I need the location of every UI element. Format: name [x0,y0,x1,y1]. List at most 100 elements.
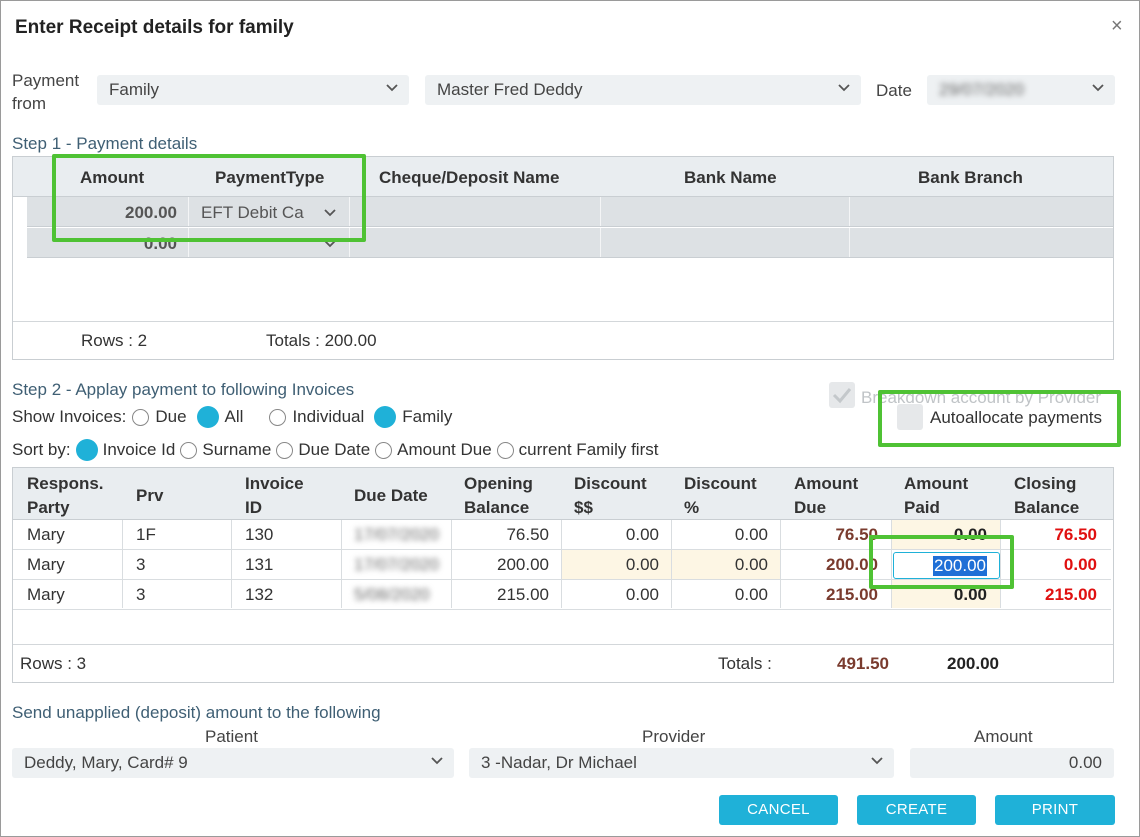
date-select[interactable]: 29/07/2020 [927,75,1115,105]
chevron-down-icon[interactable] [323,204,337,224]
col-bank-name: Bank Name [684,168,777,187]
chevron-down-icon [837,80,851,94]
col-payment-type: PaymentType [215,168,325,187]
col-bank-branch: Bank Branch [918,168,1023,187]
patient-select[interactable]: Deddy, Mary, Card# 9 [12,748,454,778]
provider-label: Provider [642,727,706,746]
invoice-row[interactable]: Mary 3 132 5/08/2020 215.00 0.00 0.00 21… [13,580,1111,610]
payment-from-label-line1: Payment [12,71,80,90]
invoice-row[interactable]: Mary 3 131 17/07/2020 200.00 0.00 0.00 2… [13,550,1111,580]
col-closing-balance: Closing Balance [1014,474,1080,517]
amount-paid-input[interactable]: 200.00 [893,552,1000,579]
invoices-totals-label: Totals : [718,654,772,673]
cell-party: Mary [27,585,65,604]
radio-sort-surname[interactable] [180,441,198,459]
payment-from-label: Payment from [12,69,79,115]
payment-from-label-line2: from [12,94,46,113]
payment-amount[interactable]: 0.00 [143,234,177,253]
cell-due-date: 17/07/2020 [354,555,440,574]
cell-amount-due: 76.50 [835,525,878,544]
col-opening-balance: Opening Balance [464,474,533,517]
cell-closing: 0.00 [1063,555,1097,574]
autoallocate-label: Autoallocate payments [930,408,1102,427]
radio-all[interactable] [196,406,219,428]
cell-opening: 200.00 [497,555,549,574]
payment-row[interactable]: 0.00 [27,228,1113,258]
cell-prv: 3 [136,585,146,604]
invoices-rows-count: Rows : 3 [20,654,87,673]
radio-sort-amount-due[interactable] [375,441,393,459]
radio-family[interactable] [374,406,397,428]
col-respons-party: Respons. Party [27,474,104,517]
step2-label: Step 2 - Applay payment to following Inv… [12,380,355,399]
amount-value: 0.00 [1068,753,1102,772]
cell-discount-percent[interactable]: 0.00 [734,585,768,604]
col-cheque-name: Cheque/Deposit Name [379,168,560,187]
chevron-down-icon[interactable] [323,235,337,255]
payment-amount[interactable]: 200.00 [125,203,177,222]
amount-paid-selected-text: 200.00 [933,556,987,576]
date-value: 29/07/2020 [939,80,1025,99]
cell-discount-percent[interactable]: 0.00 [734,555,768,574]
invoice-row[interactable]: Mary 1F 130 17/07/2020 76.50 0.00 0.00 7… [13,520,1111,550]
chevron-down-icon [1091,80,1105,94]
cell-party: Mary [27,525,65,544]
autoallocate-checkbox[interactable] [897,404,923,430]
invoices-grid: Respons. Party Prv Invoice ID Due Date Ope… [12,467,1114,683]
radio-sort-surname-label: Surname [202,440,272,459]
cell-closing: 76.50 [1054,525,1097,544]
col-prv: Prv [136,486,164,505]
cell-amount-due: 200.00 [826,555,878,574]
invoices-grid-header: Respons. Party Prv Invoice ID Due Date Ope… [13,468,1113,520]
payment-type-value[interactable]: EFT Debit Ca [201,203,304,222]
step1-label: Step 1 - Payment details [12,134,198,153]
payment-grid-header: Amount PaymentType Cheque/Deposit Name B… [13,157,1113,197]
patient-label: Patient [205,727,258,746]
cell-discount-amount[interactable]: 0.00 [625,585,659,604]
cell-invoice-id: 131 [245,555,274,574]
payment-row[interactable]: 200.00 EFT Debit Ca [27,197,1113,227]
radio-due[interactable] [132,408,150,426]
cell-prv: 1F [136,525,156,544]
total-amount-paid: 200.00 [947,654,999,673]
payer-select[interactable]: Master Fred Deddy [425,75,861,105]
radio-sort-family-first[interactable] [496,441,514,459]
radio-individual[interactable] [269,408,287,426]
payer-value: Master Fred Deddy [437,80,583,99]
dialog-title: Enter Receipt details for family [15,17,294,38]
cell-amount-due: 215.00 [826,585,878,604]
payment-details-grid: Amount PaymentType Cheque/Deposit Name B… [12,156,1114,360]
sort-by-group: Sort by: Invoice Id Surname Due Date Amo… [12,439,658,461]
provider-select[interactable]: 3 -Nadar, Dr Michael [469,748,894,778]
radio-sort-invoice-id[interactable] [75,439,98,461]
step1-totals: Totals : 200.00 [266,331,377,350]
cancel-button[interactable]: CANCEL [719,795,838,825]
amount-label: Amount [974,727,1033,746]
cell-opening: 76.50 [506,525,549,544]
col-amount-paid: Amount Paid [904,474,969,517]
amount-input[interactable]: 0.00 [910,748,1114,778]
close-icon[interactable]: × [1111,15,1123,37]
cell-due-date: 17/07/2020 [354,525,440,544]
cell-amount-paid[interactable]: 0.00 [953,525,987,544]
col-discount-percent: Discount% [684,474,757,517]
payment-from-select[interactable]: Family [97,75,409,105]
print-button[interactable]: PRINT [995,795,1115,825]
col-invoice-id: Invoice ID [245,474,304,517]
chevron-down-icon [870,753,884,767]
radio-individual-label: Individual [292,407,365,426]
cell-discount-percent[interactable]: 0.00 [734,525,768,544]
cell-opening: 215.00 [497,585,549,604]
patient-value: Deddy, Mary, Card# 9 [24,753,188,772]
chevron-down-icon [430,753,444,767]
cell-amount-paid[interactable]: 0.00 [953,585,987,604]
create-button[interactable]: CREATE [857,795,976,825]
cell-party: Mary [27,555,65,574]
provider-value: 3 -Nadar, Dr Michael [481,753,637,772]
radio-sort-due-date[interactable] [276,441,294,459]
radio-sort-family-first-label: current Family first [518,440,659,459]
cell-discount-amount[interactable]: 0.00 [625,555,659,574]
cell-due-date: 5/08/2020 [354,585,430,604]
cell-discount-amount[interactable]: 0.00 [625,525,659,544]
